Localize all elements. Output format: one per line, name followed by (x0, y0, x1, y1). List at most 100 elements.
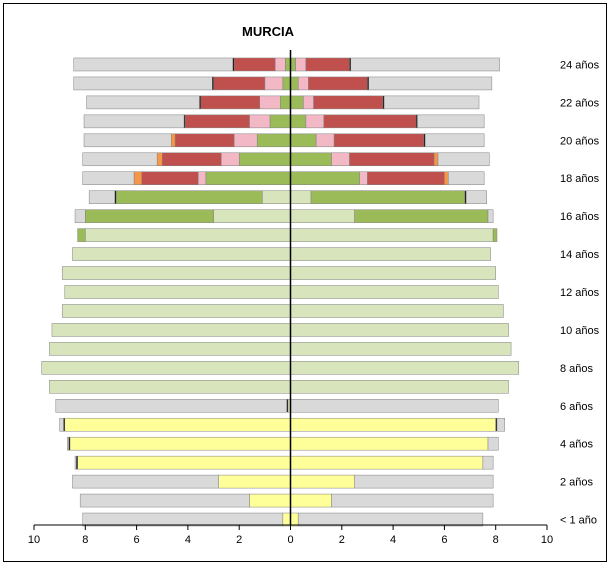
x-tick-label-0: 10 (28, 534, 40, 546)
bar-segment-left-gray-24 (73, 57, 234, 72)
bar-segment-left-lightgreen-15 (85, 228, 291, 242)
bar-segment-left-red-20 (174, 133, 235, 148)
bar-segment-right-gray-23 (368, 76, 493, 91)
bar-segment-right-red-22 (313, 95, 384, 110)
bar-segment-right-green-19 (290, 152, 332, 167)
bar-segment-left-lightgreen-10 (51, 323, 291, 337)
bar-segment-left-gray-5 (59, 417, 64, 432)
bar-segment-left-lightgreen-17 (262, 190, 291, 204)
bar-segment-right-pink-24 (295, 57, 307, 72)
bar-segment-left-lightgreen-12 (64, 285, 291, 299)
bar-segment-left-gray-6 (55, 399, 287, 413)
bar-segment-right-gray-22 (383, 95, 480, 110)
bar-segment-left-pink-19 (221, 152, 240, 167)
bar-segment-right-pink-21 (305, 114, 325, 129)
bar-segment-left-gray-0 (82, 512, 284, 527)
bar-segment-right-gray-16 (487, 209, 494, 223)
bar-segment-left-lightgreen-8 (41, 361, 291, 375)
bar-segment-left-lightgreen-14 (72, 247, 291, 261)
bar-segment-right-yellow-4 (290, 436, 489, 451)
bar-segment-right-lightgreen-10 (290, 323, 509, 337)
bar-segment-left-yellow-4 (69, 436, 291, 451)
bar-segment-right-gray-0 (297, 512, 484, 527)
bar-segment-right-yellow-2 (290, 474, 355, 489)
bars-layer (41, 57, 520, 527)
age-label-1: 2 años (560, 477, 594, 489)
bar-segment-left-yellow-2 (218, 474, 291, 489)
bar-segment-left-orange-18 (133, 171, 142, 185)
bar-segment-right-pink-18 (359, 171, 368, 185)
age-label-12: 24 años (560, 59, 600, 71)
bar-segment-right-pink-19 (331, 152, 350, 167)
bar-segment-left-gray-3 (74, 455, 77, 470)
x-tick-label-6: 2 (339, 534, 345, 546)
bar-segment-right-gray-20 (424, 133, 485, 148)
bar-segment-right-gray-5 (496, 417, 505, 432)
bar-segment-left-gray-23 (73, 76, 213, 91)
bar-segment-left-green-22 (279, 95, 291, 110)
age-label-0: < 1 año (560, 515, 597, 527)
age-label-10: 20 años (560, 135, 600, 147)
bar-segment-right-green-18 (290, 171, 360, 185)
bar-segment-right-lightgreen-17 (290, 190, 312, 204)
age-label-7: 14 años (560, 249, 600, 261)
bar-segment-right-pink-20 (315, 133, 335, 148)
bar-segment-right-lightgreen-14 (290, 247, 491, 261)
bar-segment-right-lightgreen-8 (290, 361, 520, 375)
bar-segment-left-pink-24 (274, 57, 286, 72)
bar-segment-left-gray-21 (83, 114, 185, 129)
bar-segment-left-pink-21 (249, 114, 271, 129)
bar-segment-right-gray-4 (487, 436, 499, 451)
bar-segment-left-pink-22 (259, 95, 281, 110)
bar-segment-right-green-21 (290, 114, 307, 129)
bar-segment-left-green-21 (269, 114, 291, 129)
bar-segment-left-yellow-3 (77, 455, 291, 470)
bar-segment-left-red-21 (185, 114, 250, 129)
x-tick-label-4: 2 (236, 534, 242, 546)
bar-segment-right-lightgreen-15 (290, 228, 494, 242)
bar-segment-right-gray-2 (354, 474, 494, 489)
bar-segment-right-green-22 (290, 95, 304, 110)
bar-segment-right-green-15 (492, 228, 498, 242)
bar-segment-left-gray-19 (82, 152, 158, 167)
bar-segment-left-red-24 (233, 57, 276, 72)
bar-segment-left-green-15 (77, 228, 86, 242)
bar-segment-right-red-23 (308, 76, 368, 91)
bar-segment-left-orange-19 (156, 152, 163, 167)
bar-segment-left-gray-4 (67, 436, 69, 451)
bar-segment-right-gray-3 (482, 455, 494, 470)
bar-segment-right-yellow-1 (290, 493, 332, 508)
bar-segment-right-gray-19 (437, 152, 490, 167)
x-tick-label-9: 8 (493, 534, 499, 546)
age-label-2: 4 años (560, 439, 594, 451)
age-labels: < 1 año 2 años 4 años 6 años 8 años 10 años 12… (560, 59, 600, 526)
x-tick-label-7: 4 (390, 534, 396, 546)
bar-segment-right-yellow-5 (290, 417, 496, 432)
bar-segment-right-red-18 (367, 171, 445, 185)
bar-segment-left-lightgreen-9 (49, 342, 291, 356)
bar-segment-left-green-18 (205, 171, 291, 185)
bar-segment-right-gray-18 (448, 171, 485, 185)
bar-segment-left-lightgreen-13 (61, 266, 291, 280)
bar-segment-right-lightgreen-7 (290, 380, 509, 394)
x-tick-label-1: 8 (82, 534, 88, 546)
bar-segment-right-orange-18 (444, 171, 449, 185)
bar-segment-right-green-24 (290, 57, 296, 72)
x-tick-label-8: 6 (441, 534, 447, 546)
bar-segment-right-red-19 (349, 152, 435, 167)
age-label-6: 12 años (560, 287, 600, 299)
bar-segment-right-gray-21 (417, 114, 485, 129)
bar-segment-left-green-20 (256, 133, 291, 148)
bar-segment-right-red-20 (333, 133, 425, 148)
bar-segment-right-gray-17 (465, 190, 487, 204)
bar-segment-left-pink-18 (197, 171, 207, 185)
age-label-11: 22 años (560, 97, 600, 109)
bar-segment-left-green-16 (85, 209, 214, 223)
bar-segment-right-orange-19 (433, 152, 439, 167)
bar-segment-right-green-17 (310, 190, 466, 204)
bar-segment-left-yellow-0 (282, 512, 291, 527)
bar-segment-right-pink-23 (297, 76, 309, 91)
age-label-3: 6 años (560, 401, 594, 413)
chart-title: MURCIA (242, 24, 295, 39)
